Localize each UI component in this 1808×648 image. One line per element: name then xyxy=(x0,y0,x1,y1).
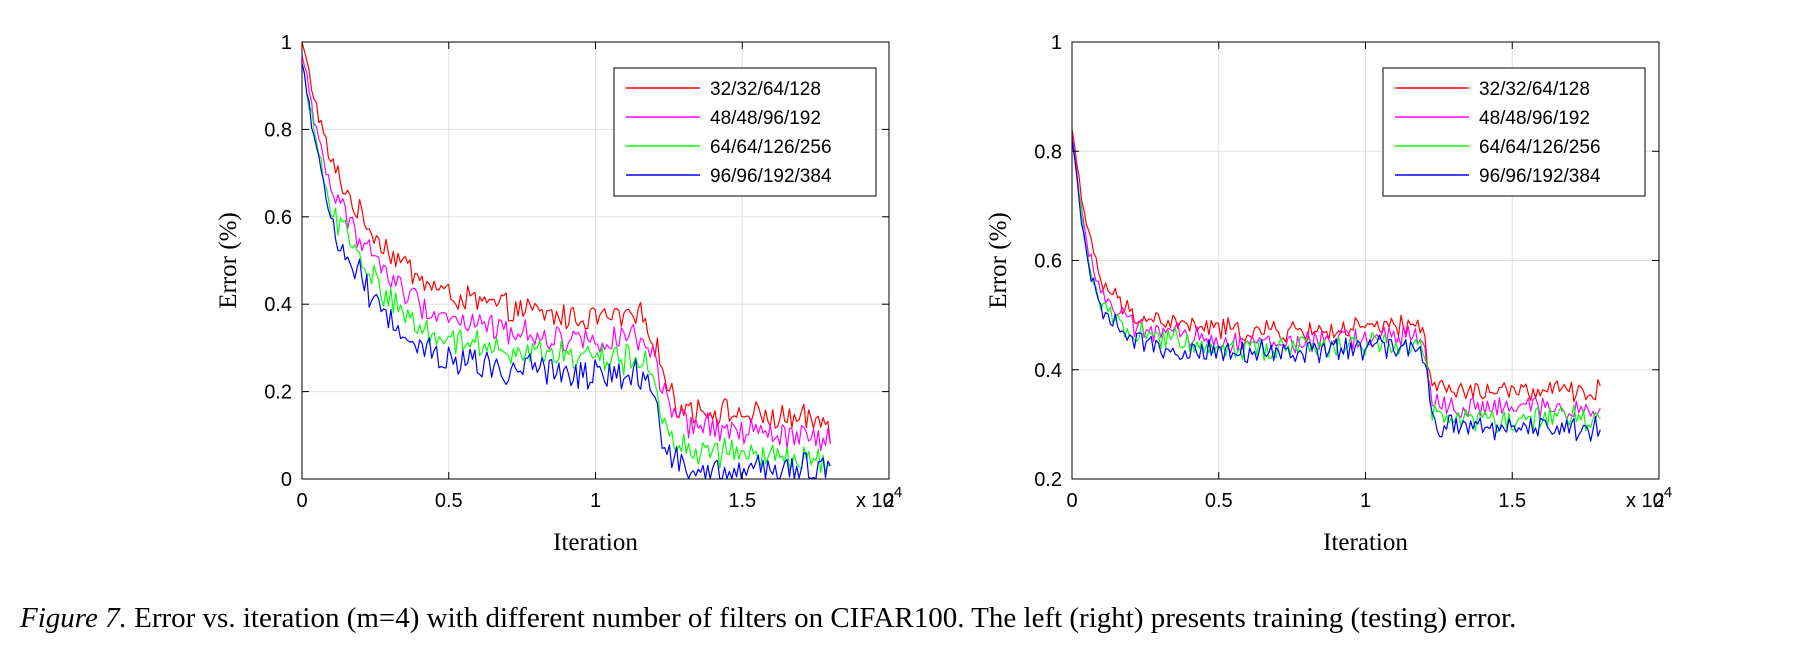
series-line-64/64/126/256 xyxy=(301,63,831,474)
x-axis-label: Iteration xyxy=(1323,529,1408,556)
y-tick-label: 0.4 xyxy=(264,294,292,316)
y-tick-label: 0.8 xyxy=(1034,141,1062,163)
y-tick-label: 0.2 xyxy=(264,382,292,404)
y-tick-label: 1 xyxy=(1051,32,1062,54)
x-tick-label: 1.5 xyxy=(728,490,756,512)
y-tick-label: 0.8 xyxy=(264,119,292,141)
y-tick-label: 0.4 xyxy=(1034,360,1062,382)
y-tick-label: 0.6 xyxy=(264,207,292,229)
training-error-chart: 0 0.5 1 1.5 2 0 0.2 0.4 0.6 0.8 1 x 104 Iteration Err… xyxy=(215,32,902,556)
x-axis-multiplier: x 104 xyxy=(1626,484,1672,512)
figure-caption-text: Error vs. iteration (m=4) with different… xyxy=(134,602,1517,634)
y-axis-label: Error (%) xyxy=(215,212,242,308)
figure-label: Figure 7. xyxy=(20,602,127,634)
series-line-64/64/126/256 xyxy=(1071,140,1601,434)
x-axis-label: Iteration xyxy=(553,529,638,556)
y-tick-label: 0.6 xyxy=(1034,251,1062,273)
x-tick-label: 0 xyxy=(296,490,307,512)
series-line-96/96/192/384 xyxy=(1071,140,1601,442)
figure-caption: Figure 7. Error vs. iteration (m=4) with… xyxy=(20,602,1800,635)
grid-lines xyxy=(302,42,889,479)
legend-entry: 96/96/192/384 xyxy=(710,166,832,187)
y-tick-label: 1 xyxy=(281,32,292,54)
legend-entry: 64/64/126/256 xyxy=(1479,137,1601,158)
x-tick-label: 0 xyxy=(1066,490,1077,512)
x-tick-label: 1 xyxy=(1360,490,1371,512)
series-line-32/32/64/128 xyxy=(1071,129,1601,403)
series-group xyxy=(1071,129,1601,442)
y-axis-label: Error (%) xyxy=(985,212,1012,308)
legend: 32/32/64/128 48/48/96/192 64/64/126/256 96/… xyxy=(1382,67,1646,197)
legend-entry: 96/96/192/384 xyxy=(1479,166,1601,187)
y-tick-label: 0.2 xyxy=(1034,469,1062,491)
x-tick-label: 0.5 xyxy=(1205,490,1233,512)
x-tick-label: 1.5 xyxy=(1498,490,1526,512)
x-tick-label: 0.5 xyxy=(435,490,463,512)
x-axis-multiplier: x 104 xyxy=(856,484,902,512)
legend-entry: 64/64/126/256 xyxy=(710,137,832,158)
x-tick-label: 2 xyxy=(1653,490,1664,512)
legend-entry: 48/48/96/192 xyxy=(710,108,821,129)
legend-entry: 32/32/64/128 xyxy=(1479,79,1590,100)
legend: 32/32/64/128 48/48/96/192 64/64/126/256 96/… xyxy=(613,67,877,197)
legend-entry: 48/48/96/192 xyxy=(1479,108,1590,129)
x-axis-multiplier-exponent: 4 xyxy=(1664,484,1672,501)
testing-error-chart: 0 0.5 1 1.5 2 0.2 0.4 0.6 0.8 1 x 104 Iteration Erro… xyxy=(985,32,1672,556)
x-tick-label: 1 xyxy=(590,490,601,512)
legend-entry: 32/32/64/128 xyxy=(710,79,821,100)
y-tick-label: 0 xyxy=(281,469,292,491)
x-axis-multiplier-exponent: 4 xyxy=(894,484,902,501)
series-line-32/32/64/128 xyxy=(301,41,831,445)
x-tick-label: 2 xyxy=(883,490,894,512)
